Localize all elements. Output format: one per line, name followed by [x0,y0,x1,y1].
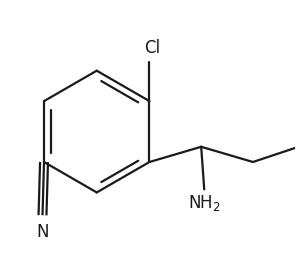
Text: N: N [36,223,49,241]
Text: NH$_2$: NH$_2$ [188,193,220,213]
Text: Cl: Cl [144,39,160,57]
